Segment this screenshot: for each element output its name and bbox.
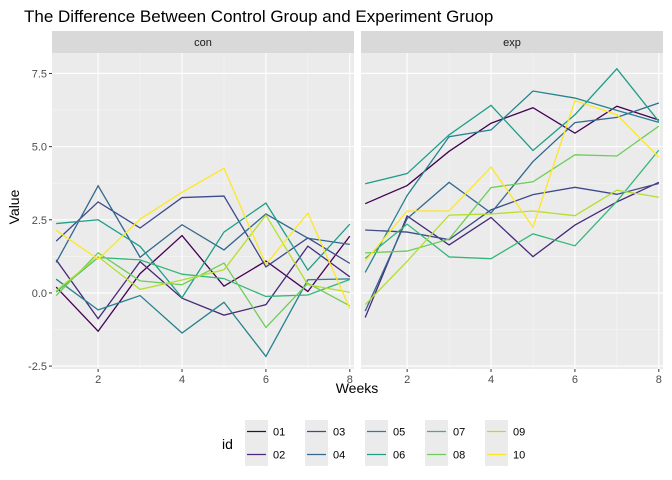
legend-item-08: 08 (425, 443, 465, 466)
series-line-con-05 (55, 278, 350, 358)
legend-label: 05 (393, 427, 405, 439)
legend-item-02: 02 (245, 443, 285, 466)
legend-label: 09 (513, 427, 525, 439)
y-tick-label: 0.0 (32, 288, 47, 300)
y-tick-label: -2.5 (28, 361, 47, 373)
axes: Weeks Value 2 4 6 8 2 4 6 8 -2.5 0.0 2.5 5.0 7.5 (6, 68, 662, 396)
x-tick-label: 6 (263, 374, 269, 386)
series-line-con-08 (55, 252, 351, 329)
series-line-con-10 (55, 167, 351, 309)
series-line-exp-05 (364, 90, 659, 273)
legend-label: 04 (333, 450, 345, 462)
y-tick-label: 7.5 (32, 68, 47, 80)
legend-label: 08 (453, 450, 465, 462)
legend: id 01 02 03 04 05 06 07 08 09 10 (222, 420, 525, 466)
legend-title: id (222, 436, 233, 452)
panel-background (52, 53, 354, 369)
series-line-exp-02 (364, 181, 660, 318)
x-tick-label: 4 (179, 374, 185, 386)
x-tick-label: 8 (347, 374, 353, 386)
panel-con: con (52, 31, 354, 369)
panel-exp: exp (361, 31, 663, 369)
legend-item-04: 04 (305, 443, 345, 466)
series-line-exp-07 (364, 149, 660, 260)
x-tick-label: 2 (95, 374, 101, 386)
strip-label: exp (503, 37, 521, 49)
x-tick-label: 8 (656, 374, 662, 386)
series-line-con-03 (55, 195, 351, 268)
y-axis-title: Value (6, 189, 22, 224)
y-tick-label: 5.0 (32, 142, 47, 154)
series-line-exp-06 (365, 67, 660, 185)
series-line-exp-09 (364, 189, 659, 306)
series-line-exp-08 (365, 125, 660, 254)
strip-background (52, 31, 354, 53)
series-line-con-06 (56, 202, 351, 299)
strip-label: con (194, 37, 212, 49)
series-line-exp-01 (364, 105, 660, 205)
legend-item-03: 03 (305, 420, 345, 443)
series-line-exp-03 (365, 182, 659, 241)
legend-label: 10 (513, 450, 525, 462)
series-line-con-09 (55, 213, 350, 293)
legend-label: 03 (333, 427, 345, 439)
y-tick-label: 2.5 (32, 215, 47, 227)
series-line-exp-10 (364, 99, 660, 262)
legend-item-10: 10 (485, 443, 525, 466)
legend-label: 02 (273, 450, 285, 462)
panels: con exp (52, 31, 663, 369)
series-line-exp-04 (364, 102, 660, 312)
legend-label: 07 (453, 427, 465, 439)
x-tick-label: 2 (404, 374, 410, 386)
x-tick-label: 6 (572, 374, 578, 386)
legend-label: 06 (393, 450, 405, 462)
legend-item-05: 05 (365, 420, 405, 443)
series-line-con-01 (55, 234, 351, 333)
x-tick-label: 4 (488, 374, 494, 386)
legend-label: 01 (273, 427, 285, 439)
legend-item-09: 09 (485, 420, 525, 443)
legend-item-06: 06 (365, 443, 405, 466)
legend-item-01: 01 (245, 420, 285, 443)
chart-title: The Difference Between Control Group and… (24, 7, 493, 26)
strip-background (361, 31, 663, 53)
series-line-con-02 (55, 245, 351, 320)
series-line-con-04 (55, 184, 350, 263)
x-axis-title: Weeks (336, 380, 379, 396)
legend-item-07: 07 (425, 420, 465, 443)
